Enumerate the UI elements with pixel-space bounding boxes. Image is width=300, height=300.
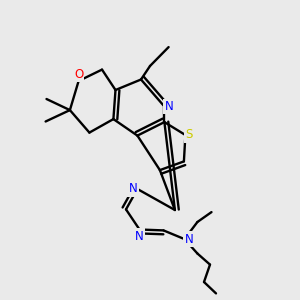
Text: N: N	[135, 230, 144, 242]
Text: N: N	[184, 232, 193, 246]
Text: N: N	[164, 100, 173, 113]
Text: O: O	[74, 68, 83, 81]
Text: N: N	[129, 182, 137, 196]
Text: S: S	[185, 128, 193, 142]
